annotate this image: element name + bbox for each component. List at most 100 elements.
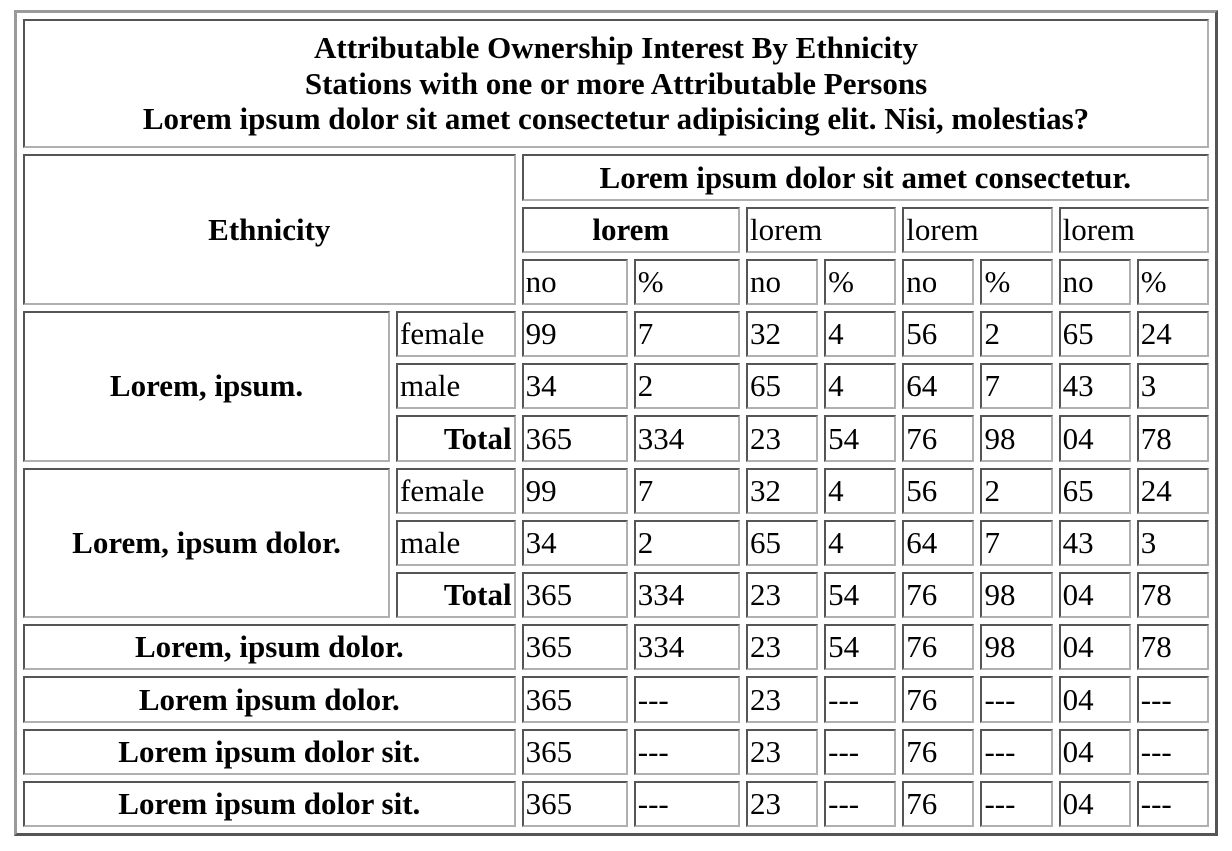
table-cell: --- [1136,728,1209,775]
table-cell: 7 [980,363,1053,410]
table-cell: 24 [1136,310,1209,358]
table-cell: 365 [521,571,628,619]
no-header: no [1058,258,1131,305]
table-cell: 365 [521,624,628,671]
header-row-3: no % no % no % no % [23,258,1209,305]
row-label: female [396,310,516,358]
group-label: lorem [745,206,897,253]
table-cell: 78 [1136,415,1209,462]
table-cell: 23 [745,571,819,619]
table-cell: 34 [521,519,628,566]
table-cell: 65 [745,519,819,566]
group-label: lorem [521,206,740,253]
table-container: Attributable Ownership Interest By Ethni… [14,10,1218,836]
group-header: Lorem ipsum dolor sit amet consectetur. [521,154,1209,201]
summary-row: Lorem, ipsum dolor. 365 334 23 54 76 98 … [23,624,1209,671]
table-cell: 23 [745,624,819,671]
table-cell: 365 [521,780,628,827]
table-row: Lorem, ipsum dolor. female 99 7 32 4 56 … [23,467,1209,619]
table-cell: 04 [1058,624,1131,671]
table-cell: --- [980,780,1053,827]
summary-row: Lorem ipsum dolor. 365 --- 23 --- 76 ---… [23,676,1209,723]
summary-row: Lorem ipsum dolor sit. 365 --- 23 --- 76… [23,728,1209,775]
table-row: Lorem, ipsum. female 99 7 32 4 56 2 65 2… [23,310,1209,462]
table-cell: 43 [1058,519,1131,566]
caption-line-2: Stations with one or more Attributable P… [304,65,928,101]
table-cell: 7 [633,310,740,358]
table-cell: 04 [1058,676,1131,723]
table-cell: 76 [902,728,975,775]
table-cell: 64 [902,363,975,410]
section-label: Lorem, ipsum dolor. [23,467,391,619]
percent-header: % [824,258,897,305]
total-label: Total [396,571,516,619]
table-row: male 34 2 65 4 64 7 43 3 [23,363,1209,410]
table-cell: 56 [902,310,975,358]
header-row-2: lorem lorem lorem lorem [23,206,1209,253]
table-cell: 365 [521,676,628,723]
group-label: lorem [902,206,1053,253]
table-cell: 76 [902,415,975,462]
table-cell: 4 [824,310,897,358]
table-cell: 32 [745,467,819,514]
table-cell: 2 [633,363,740,410]
table-cell: --- [633,676,740,723]
percent-header: % [980,258,1053,305]
ethnicity-ownership-table: Attributable Ownership Interest By Ethni… [14,10,1218,836]
table-cell: 04 [1058,780,1131,827]
table-cell: --- [633,728,740,775]
table-cell: --- [980,676,1053,723]
table-caption: Attributable Ownership Interest By Ethni… [23,19,1209,149]
group-label: lorem [1058,206,1209,253]
summary-label: Lorem, ipsum dolor. [23,624,516,671]
table-cell: 32 [745,310,819,358]
table-cell: --- [1136,676,1209,723]
percent-header: % [1136,258,1209,305]
table-cell: 334 [633,624,740,671]
table-cell: 365 [521,728,628,775]
no-header: no [902,258,975,305]
table-cell: 65 [1058,310,1131,358]
table-cell: 7 [980,519,1053,566]
table-cell: 2 [633,519,740,566]
table-cell: 65 [1058,467,1131,514]
table-cell: 76 [902,676,975,723]
caption-line-3: Lorem ipsum dolor sit amet consectetur a… [142,101,1090,137]
table-cell: 3 [1136,363,1209,410]
table-cell: 23 [745,415,819,462]
no-header: no [521,258,628,305]
no-header: no [745,258,819,305]
table-cell: 7 [633,467,740,514]
table-cell: 54 [824,415,897,462]
table-cell: 76 [902,624,975,671]
table-cell: 23 [745,780,819,827]
table-cell: 23 [745,728,819,775]
section-label: Lorem, ipsum. [23,310,391,462]
table-cell: 54 [824,624,897,671]
table-row: male 34 2 65 4 64 7 43 3 [23,519,1209,566]
table-cell: 365 [521,415,628,462]
table-cell: 78 [1136,624,1209,671]
table-cell: --- [824,676,897,723]
table-cell: 2 [980,467,1053,514]
table-cell: 04 [1058,415,1131,462]
table-cell: 3 [1136,519,1209,566]
caption-line-1: Attributable Ownership Interest By Ethni… [314,30,918,66]
table-cell: 78 [1136,571,1209,619]
table-body: Attributable Ownership Interest By Ethni… [23,19,1209,827]
table-cell: --- [980,728,1053,775]
table-cell: 98 [980,571,1053,619]
table-cell: 43 [1058,363,1131,410]
table-cell: 56 [902,467,975,514]
row-label: male [396,363,516,410]
row-label: male [396,519,516,566]
table-cell: --- [633,780,740,827]
table-cell: 64 [902,519,975,566]
ethnicity-header: Ethnicity [23,154,516,305]
table-cell: 99 [521,310,628,358]
table-cell: 34 [521,363,628,410]
table-cell: 334 [633,415,740,462]
caption-row: Attributable Ownership Interest By Ethni… [23,19,1209,149]
table-cell: 4 [824,363,897,410]
table-cell: --- [824,728,897,775]
